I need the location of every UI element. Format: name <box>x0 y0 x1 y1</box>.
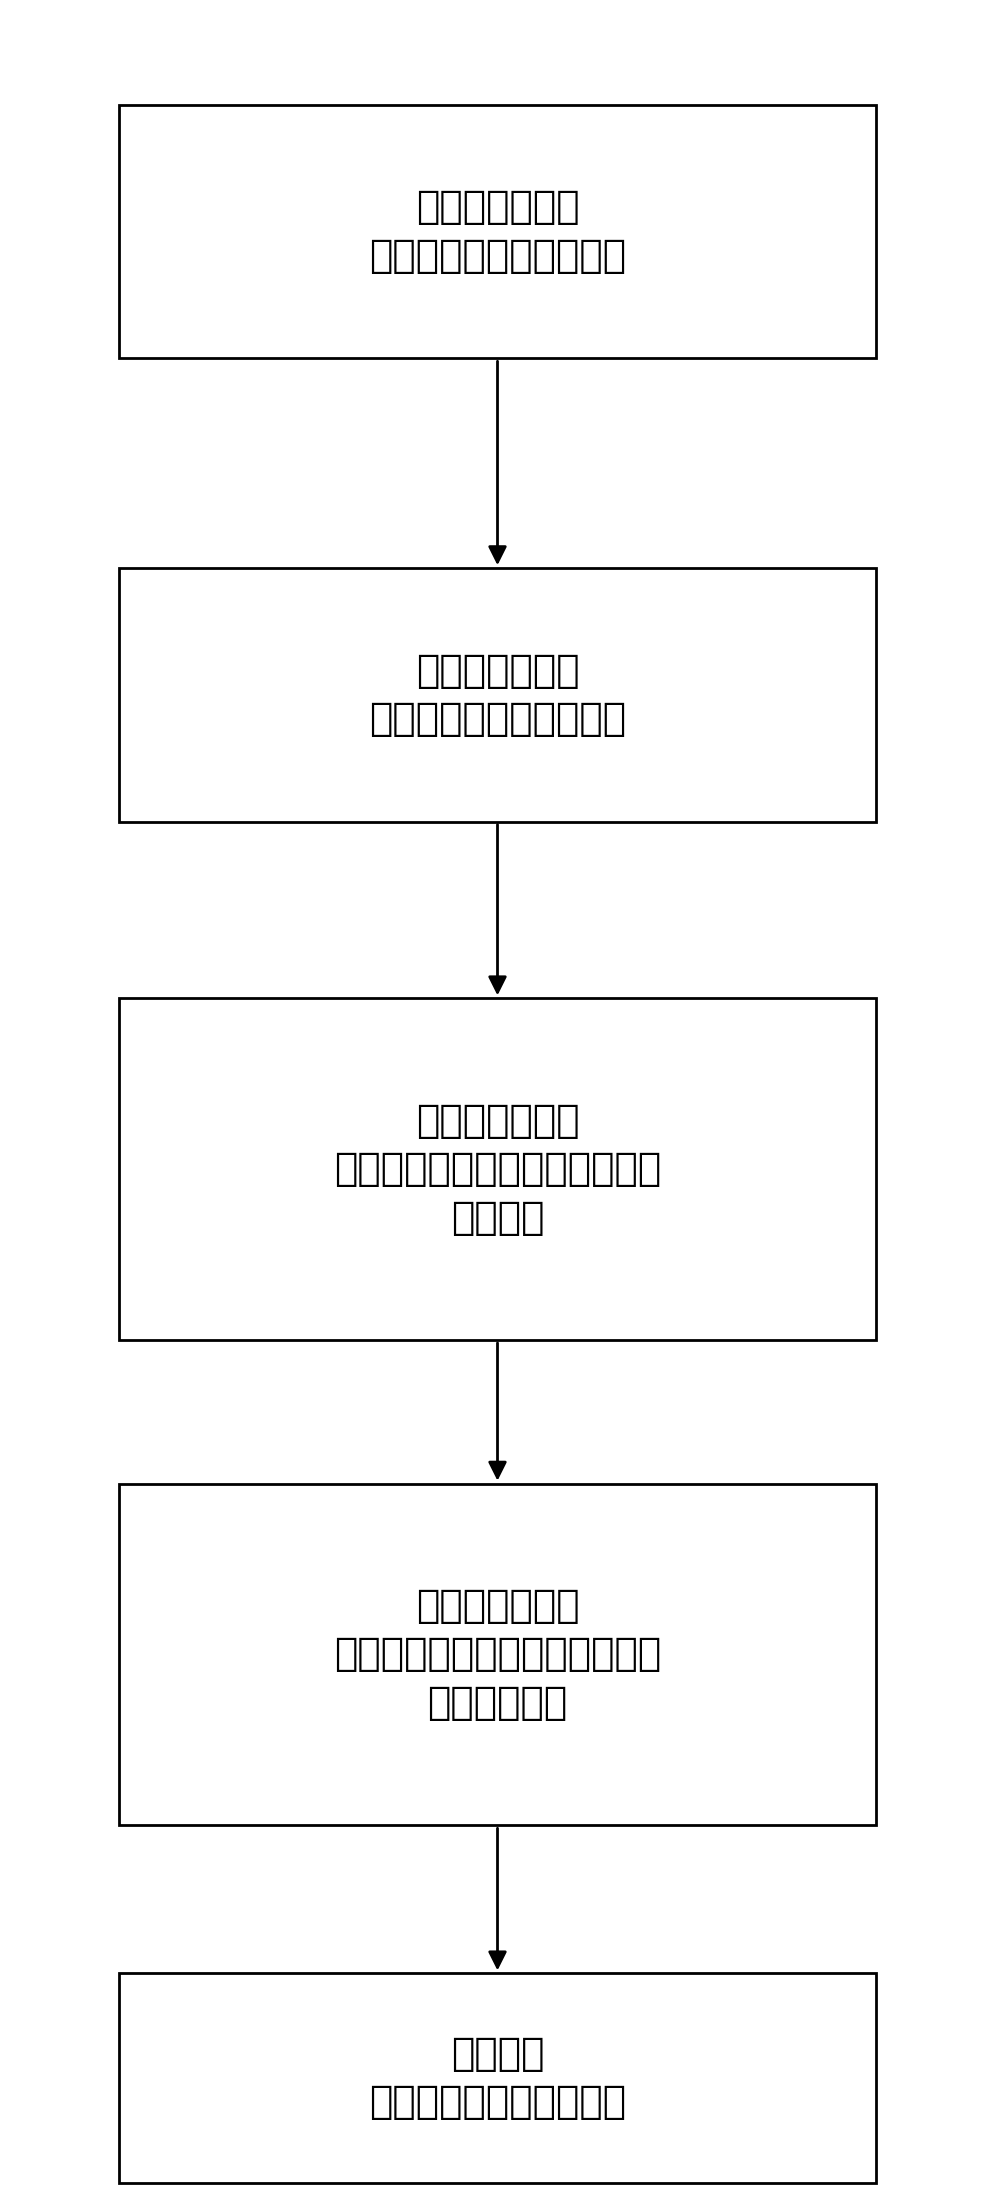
FancyArrowPatch shape <box>489 825 505 993</box>
FancyArrowPatch shape <box>489 1829 505 1968</box>
Text: 计算前向传输时
自发拉曼散射信号光功率: 计算前向传输时 自发拉曼散射信号光功率 <box>369 188 625 276</box>
Text: 计算后向传输时
受激拉曼散射信号光功率: 计算后向传输时 受激拉曼散射信号光功率 <box>369 651 625 739</box>
Text: 计算光纤每一点
反射后的自发和受激拉曼散射信
号光功率: 计算光纤每一点 反射后的自发和受激拉曼散射信 号光功率 <box>334 1101 660 1238</box>
FancyArrowPatch shape <box>489 1343 505 1478</box>
Text: 计算光纤每一点
自发拉曼散射信号光功率因受激
而放大的倍数: 计算光纤每一点 自发拉曼散射信号光功率因受激 而放大的倍数 <box>334 1586 660 1723</box>
Bar <box>119 997 875 1341</box>
Bar <box>119 1482 875 1827</box>
FancyArrowPatch shape <box>489 362 505 563</box>
Bar <box>119 567 875 821</box>
Bar <box>119 104 875 357</box>
Bar <box>119 1972 875 2184</box>
Text: 获得真实
自发拉曼散射信号光功率: 获得真实 自发拉曼散射信号光功率 <box>369 2034 625 2122</box>
